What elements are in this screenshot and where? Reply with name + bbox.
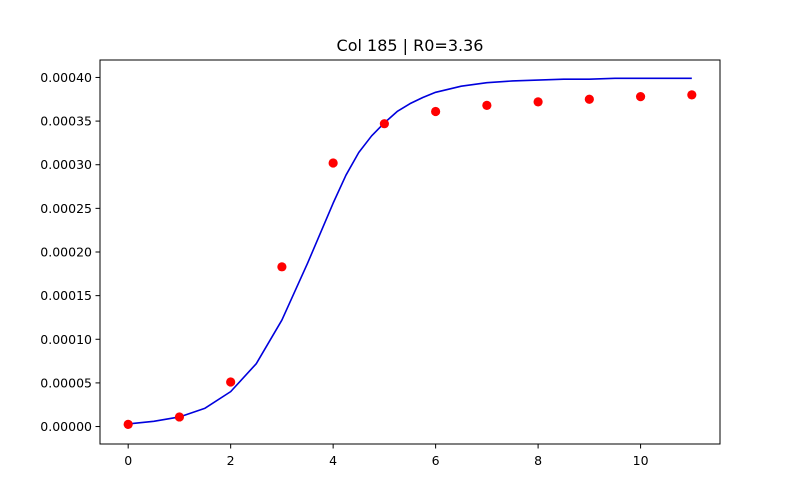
chart-title: Col 185 | R0=3.36 (337, 36, 484, 55)
y-tick-label: 0.00005 (40, 375, 92, 390)
y-tick-label: 0.00020 (40, 245, 92, 260)
axes-frame (99, 59, 721, 445)
y-tick-label: 0.00030 (40, 157, 92, 172)
x-tick-label: 4 (329, 453, 337, 468)
y-tick-label: 0.00015 (40, 288, 92, 303)
y-tick-label: 0.00010 (40, 332, 92, 347)
data-point (584, 94, 594, 104)
y-tick-label: 0.00040 (40, 70, 92, 85)
data-point (328, 158, 338, 168)
x-tick-label: 10 (633, 453, 649, 468)
plot-area (123, 77, 697, 429)
x-tick-label: 2 (227, 453, 235, 468)
y-tick-label: 0.00000 (40, 419, 92, 434)
data-point (174, 412, 185, 422)
data-point (431, 106, 441, 117)
y-axis: 0.00000 0.00005 0.00010 0.00015 0.00020 0.000… (40, 70, 100, 434)
data-point (533, 97, 543, 107)
data-point (635, 92, 646, 102)
fit-line (128, 77, 692, 425)
data-point (482, 100, 492, 110)
x-tick-label: 0 (124, 453, 132, 468)
x-tick-label: 8 (534, 453, 542, 468)
data-point (379, 119, 389, 129)
data-point (687, 90, 697, 100)
y-tick-label: 0.00025 (40, 201, 92, 216)
data-point (123, 419, 133, 429)
x-axis: 0 2 4 6 8 10 (124, 444, 649, 468)
x-tick-label: 6 (432, 453, 440, 468)
y-tick-label: 0.00035 (40, 114, 92, 129)
data-point (277, 262, 287, 272)
data-point (226, 377, 236, 387)
